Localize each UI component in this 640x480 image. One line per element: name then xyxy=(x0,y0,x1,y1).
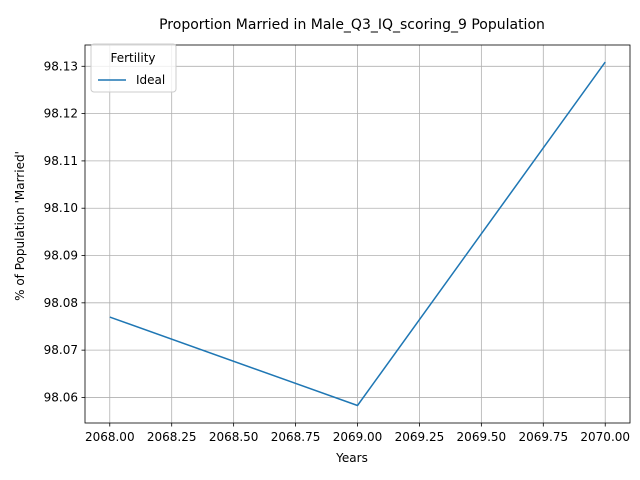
grid-lines xyxy=(85,45,630,423)
x-tick-label: 2068.75 xyxy=(271,430,321,444)
x-tick-label: 2068.25 xyxy=(147,430,197,444)
series-line-ideal xyxy=(109,61,606,407)
legend-item-ideal: Ideal xyxy=(136,73,165,87)
x-axis-label: Years xyxy=(335,451,368,465)
y-axis: 98.06 98.07 98.08 98.09 98.10 98.11 98.12 98.13 xyxy=(44,59,85,404)
y-tick-label: 98.06 xyxy=(44,390,78,404)
x-tick-label: 2069.00 xyxy=(333,430,383,444)
y-axis-label: % of Population 'Married' xyxy=(13,151,27,301)
x-tick-label: 2070.00 xyxy=(580,430,630,444)
legend: Fertility Ideal xyxy=(90,43,177,93)
y-tick-label: 98.12 xyxy=(44,107,78,121)
legend-title: Fertility xyxy=(110,51,155,65)
chart-title: Proportion Married in Male_Q3_IQ_scoring… xyxy=(159,17,545,33)
y-tick-label: 98.07 xyxy=(44,343,78,357)
x-tick-label: 2068.50 xyxy=(209,430,259,444)
x-axis: 2068.00 2068.25 2068.50 2068.75 2069.00 2069.… xyxy=(85,423,630,444)
y-tick-label: 98.09 xyxy=(44,249,78,263)
y-tick-label: 98.08 xyxy=(44,296,78,310)
y-tick-label: 98.11 xyxy=(44,154,78,168)
x-tick-label: 2069.50 xyxy=(457,430,507,444)
y-tick-label: 98.10 xyxy=(44,201,78,215)
y-tick-label: 98.13 xyxy=(44,59,78,73)
x-tick-label: 2068.00 xyxy=(85,430,135,444)
plot-area xyxy=(109,61,606,407)
x-tick-label: 2069.25 xyxy=(395,430,445,444)
x-tick-label: 2069.75 xyxy=(518,430,568,444)
